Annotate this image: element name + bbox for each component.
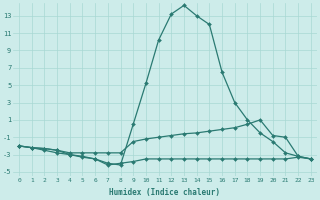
X-axis label: Humidex (Indice chaleur): Humidex (Indice chaleur) bbox=[109, 188, 220, 197]
